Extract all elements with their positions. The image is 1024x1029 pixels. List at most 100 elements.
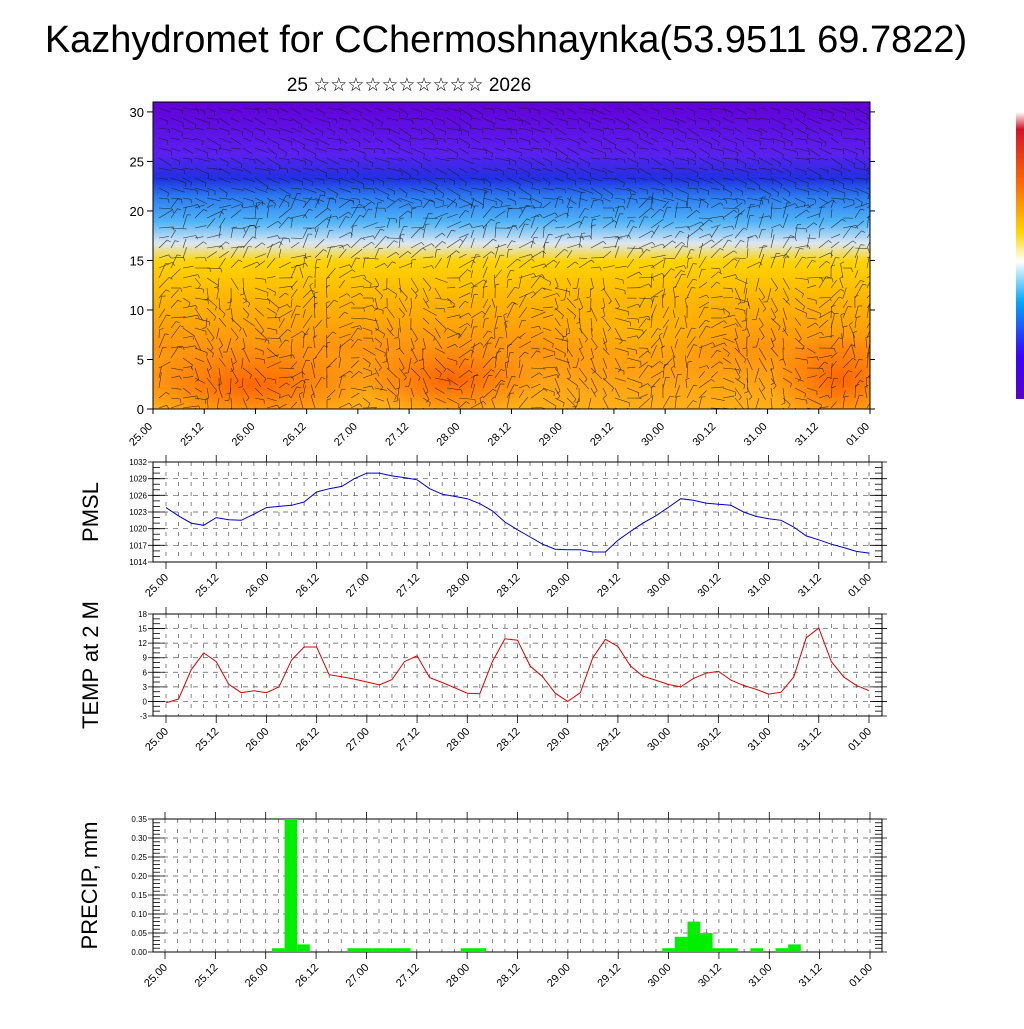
wind-barb [771, 408, 778, 422]
x-tick-label: 30.12 [696, 726, 724, 754]
x-tick-label: 28.12 [495, 572, 523, 600]
x-tick-label: 29.00 [545, 572, 573, 600]
x-tick-label: 26.12 [293, 962, 321, 990]
x-tick-label: 30.12 [696, 962, 724, 990]
wind-barb [207, 408, 213, 421]
y-tick-label: 0.35 [131, 815, 147, 824]
y-axis-label: PMSL [78, 482, 103, 542]
x-tick-label: 26.12 [281, 421, 309, 449]
colorbar-gradient [1016, 112, 1024, 399]
precip-bar [373, 948, 386, 952]
x-tick-label: 25.00 [127, 421, 155, 449]
x-tick-label: 31.00 [746, 726, 774, 754]
x-tick-label: 30.12 [691, 421, 719, 449]
x-tick-label: 29.12 [595, 572, 623, 600]
x-tick-label: 01.00 [844, 421, 872, 449]
x-tick-label: 26.00 [244, 726, 272, 754]
wind-barb-feather [877, 201, 880, 204]
x-tick-label: 27.00 [344, 962, 372, 990]
y-tick-label: 0.30 [131, 834, 147, 843]
x-tick-label: 27.00 [344, 726, 372, 754]
wind-barb-feather [878, 166, 879, 170]
y-tick-label: 10 [130, 303, 144, 318]
wind-barb-feather [229, 413, 233, 414]
wind-barb-feather [745, 410, 749, 412]
wind-barb [747, 408, 749, 419]
x-tick-label: 30.00 [645, 726, 673, 754]
x-tick-label: 27.00 [344, 572, 372, 600]
wind-barb-feather [742, 412, 743, 416]
x-tick-label: 28.12 [495, 726, 523, 754]
cross-section-field [130, 102, 910, 425]
x-tick-label: 28.00 [434, 421, 462, 449]
warm-patch [130, 345, 370, 425]
wind-barb [375, 408, 379, 420]
precip-bar [398, 948, 411, 952]
y-tick-label: 1029 [129, 475, 147, 484]
x-tick-label: 28.12 [486, 421, 514, 449]
x-tick-label: 30.00 [646, 962, 674, 990]
precip-bar [360, 948, 373, 952]
y-tick-label: 15 [130, 253, 144, 268]
x-tick-label: 27.00 [332, 421, 360, 449]
x-tick-label: 29.12 [595, 962, 623, 990]
x-tick-label: 25.12 [193, 962, 221, 990]
precip-bar [700, 933, 713, 952]
wind-barb-feather [875, 192, 876, 196]
wind-barb-feather [239, 419, 241, 422]
wind-barb-feather [880, 149, 881, 153]
wind-barb [577, 408, 579, 418]
wind-barb-feather [246, 416, 249, 419]
precip-bar [385, 948, 398, 952]
precip-bar [272, 948, 285, 952]
y-tick-label: 6 [143, 668, 148, 677]
x-tick-label: 01.00 [846, 726, 874, 754]
wind-barb-feather [761, 416, 764, 419]
x-tick-label: 31.12 [796, 572, 824, 600]
page-title: Kazhydromet for CChermoshnaynka(53.9511 … [45, 19, 967, 61]
wind-barb-feather [595, 416, 598, 419]
y-tick-label: 25 [130, 154, 144, 169]
x-tick-label: 31.12 [796, 726, 824, 754]
warm-patch [770, 335, 910, 425]
y-tick-label: 1020 [129, 525, 147, 534]
y-tick-label: 0.10 [131, 910, 147, 919]
x-tick-label: 01.00 [847, 962, 875, 990]
x-tick-label: 25.12 [193, 726, 221, 754]
wind-barb-feather [404, 417, 406, 420]
y-axis-label: TEMP at 2 M [78, 601, 103, 729]
wind-barb-feather [455, 412, 456, 416]
x-tick-label: 31.00 [746, 572, 774, 600]
y-tick-label: 0.15 [131, 891, 147, 900]
y-tick-label: 0.20 [131, 872, 147, 881]
y-tick-label: 18 [138, 610, 147, 619]
precip-bar [285, 819, 298, 952]
x-tick-label: 31.00 [746, 962, 774, 990]
wind-barb-feather [788, 415, 790, 419]
x-tick-label: 28.00 [444, 572, 472, 600]
wind-barb-feather [210, 421, 213, 424]
wind-barb-feather [375, 420, 378, 422]
y-tick-label: 0 [143, 697, 148, 706]
wind-barb-feather [877, 209, 880, 211]
precip-bar [461, 948, 474, 952]
y-tick-label: 1026 [129, 491, 147, 500]
y-tick-label: 0.00 [131, 948, 147, 957]
x-tick-label: 26.12 [294, 572, 322, 600]
y-tick-label: 9 [143, 654, 148, 663]
x-tick-label: 27.12 [383, 421, 411, 449]
x-tick-label: 25.00 [143, 572, 171, 600]
y-tick-label: 30 [130, 105, 144, 120]
y-axis-label: PRECIP, mm [77, 822, 102, 950]
x-tick-label: 27.12 [394, 726, 422, 754]
y-tick-label: 0 [137, 402, 144, 417]
wind-barb-feather [742, 410, 744, 413]
x-tick-label: 26.00 [244, 572, 272, 600]
wind-barb-feather [877, 115, 878, 119]
x-tick-label: 01.00 [846, 572, 874, 600]
